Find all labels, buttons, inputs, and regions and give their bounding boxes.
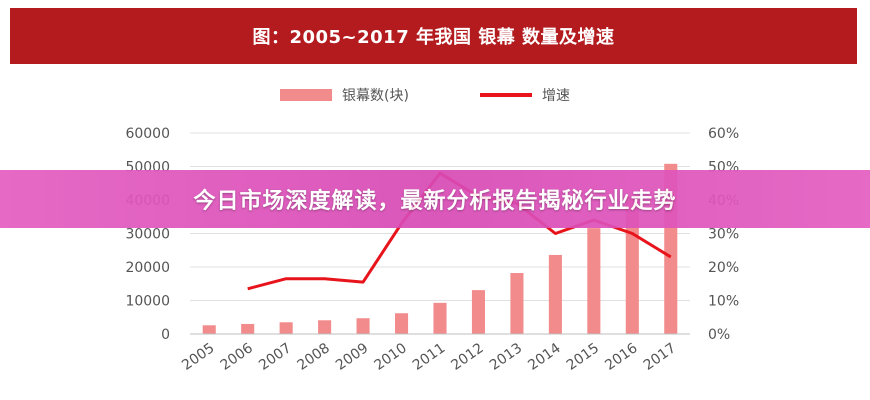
bar: [241, 323, 255, 334]
x-tick-label: 2012: [448, 340, 486, 374]
x-tick-label: 2017: [641, 340, 679, 374]
bar: [548, 254, 562, 334]
y-left-tick-label: 30000: [125, 227, 170, 243]
legend: 银幕数(块) 增速: [280, 88, 570, 104]
chart-title-bar: 图：2005~2017 年我国 银幕 数量及增速: [10, 8, 857, 64]
legend-bar-label: 银幕数(块): [342, 88, 409, 104]
y-axis-right: 60%50%40%30%20%10%0%: [708, 126, 739, 343]
bar: [433, 302, 447, 334]
bar-series: [202, 163, 678, 334]
x-tick-label: 2014: [525, 340, 563, 374]
y-right-tick-label: 20%: [708, 260, 739, 276]
x-tick-label: 2006: [218, 340, 256, 374]
y-right-tick-label: 10%: [708, 294, 739, 310]
bar: [471, 290, 485, 334]
x-tick-label: 2007: [256, 340, 294, 374]
y-left-tick-label: 60000: [125, 126, 170, 142]
x-tick-label: 2011: [410, 340, 448, 374]
x-tick-label: 2010: [371, 340, 409, 374]
y-left-tick-label: 0: [161, 327, 170, 343]
legend-line-label: 增速: [542, 88, 570, 104]
x-axis: 2005 2006 2007 2008 2009 2010 2011 2012 2013 2014…: [179, 333, 690, 374]
headline-banner: 今日市场深度解读，最新分析报告揭秘行业走势: [0, 170, 870, 228]
headline-text: 今日市场深度解读，最新分析报告揭秘行业走势: [193, 189, 677, 214]
x-tick-label: 2016: [602, 340, 640, 374]
y-right-tick-label: 60%: [708, 126, 739, 142]
y-right-tick-label: 0%: [708, 327, 730, 343]
x-tick-label: 2013: [487, 340, 525, 374]
y-axis-left: 6000050000400003000020000100000: [125, 126, 170, 343]
bar: [587, 228, 601, 334]
bar: [625, 195, 639, 334]
x-tick-label: 2005: [179, 340, 217, 374]
x-tick-label: 2015: [564, 340, 602, 374]
x-tick-label: 2009: [333, 340, 371, 374]
y-right-tick-label: 30%: [708, 227, 739, 243]
chart-title: 图：2005~2017 年我国 银幕 数量及增速: [252, 27, 615, 48]
bar: [318, 320, 332, 334]
y-left-tick-label: 10000: [125, 294, 170, 310]
bar: [395, 313, 409, 334]
bar: [202, 325, 216, 334]
legend-bar-swatch: [280, 89, 332, 101]
x-tick-label: 2008: [295, 340, 333, 374]
y-left-tick-label: 20000: [125, 260, 170, 276]
bar: [279, 322, 293, 334]
bar: [356, 318, 370, 334]
bar: [510, 273, 524, 334]
